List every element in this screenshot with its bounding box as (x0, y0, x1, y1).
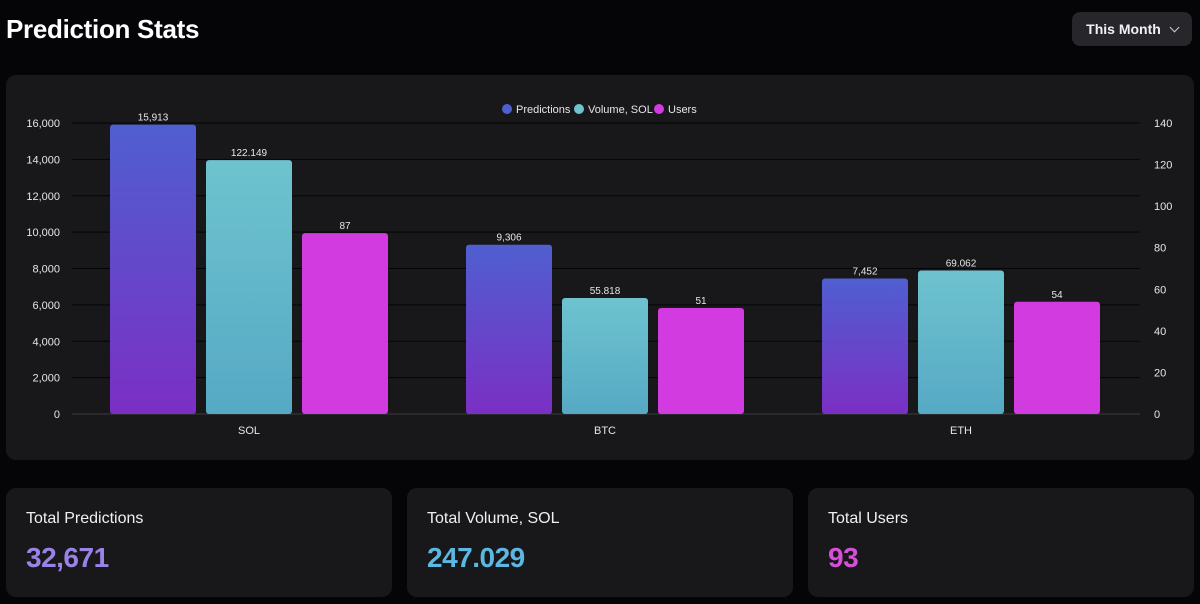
data-label: 122.149 (231, 148, 268, 159)
x-axis-tick-label: ETH (950, 425, 972, 437)
left-axis-tick-label: 6,000 (32, 300, 60, 312)
data-label: 69.062 (946, 258, 977, 269)
left-axis-tick-label: 14,000 (26, 154, 60, 166)
total-users-label: Total Users (828, 510, 909, 527)
left-axis-tick-label: 2,000 (32, 373, 60, 385)
legend-label: Predictions (516, 104, 571, 116)
bar-predictions-btc (466, 244, 552, 414)
data-label: 55.818 (590, 286, 621, 297)
data-label: 9,306 (496, 233, 521, 244)
left-axis-tick-label: 16,000 (26, 118, 60, 130)
left-axis-tick-label: 4,000 (32, 336, 60, 348)
data-label: 15,913 (138, 113, 169, 124)
bar-predictions-eth (822, 278, 908, 414)
data-label: 54 (1051, 290, 1063, 301)
right-axis-tick-label: 120 (1154, 160, 1172, 172)
bar-users-btc (658, 307, 744, 414)
legend-label: Volume, SOL (588, 104, 653, 116)
bar-predictions-sol (110, 124, 196, 415)
total-predictions-card: Total Predictions 32,671 (6, 488, 392, 597)
total-predictions-value: 32,671 (26, 542, 109, 573)
right-axis-tick-label: 40 (1154, 326, 1166, 338)
total-volume-card: Total Volume, SOL 247.029 (407, 488, 793, 597)
right-axis-tick-label: 60 (1154, 284, 1166, 296)
legend-label: Users (668, 104, 697, 116)
right-axis-tick-label: 100 (1154, 201, 1172, 213)
total-volume-value: 247.029 (427, 542, 525, 573)
left-axis-tick-label: 0 (54, 409, 60, 421)
bar-volume-sol-eth (918, 270, 1004, 414)
page-title: Prediction Stats (6, 14, 200, 44)
x-axis-tick-label: BTC (594, 425, 616, 437)
total-users-card: Total Users 93 (808, 488, 1194, 597)
left-axis-tick-label: 12,000 (26, 191, 60, 203)
legend-marker (574, 104, 584, 114)
bar-chart: Predictions Volume, SOL Users 15,913 122.14… (26, 104, 1172, 437)
period-dropdown[interactable]: This Month (1072, 12, 1192, 46)
right-axis-tick-label: 0 (1154, 409, 1160, 421)
legend-marker (502, 104, 512, 114)
right-axis-tick-label: 80 (1154, 243, 1166, 255)
chart-card: Predictions Volume, SOL Users 15,913 122.14… (6, 75, 1194, 460)
bar-users-eth (1014, 301, 1100, 414)
total-predictions-label: Total Predictions (26, 510, 144, 527)
total-volume-label: Total Volume, SOL (427, 510, 560, 527)
legend-marker (654, 104, 664, 114)
right-axis-tick-label: 20 (1154, 367, 1166, 379)
data-label: 51 (695, 296, 707, 307)
right-axis-tick-label: 140 (1154, 118, 1172, 130)
bar-users-sol (302, 233, 388, 414)
bar-volume-sol-sol (206, 160, 292, 414)
period-dropdown-label: This Month (1086, 21, 1161, 37)
total-users-value: 93 (828, 542, 859, 573)
bar-volume-sol-btc (562, 297, 648, 414)
data-label: 7,452 (852, 266, 877, 277)
data-label: 87 (339, 221, 351, 232)
chevron-down-icon (1169, 22, 1180, 32)
left-axis-tick-label: 10,000 (26, 227, 60, 239)
left-axis-tick-label: 8,000 (32, 264, 60, 276)
x-axis-tick-label: SOL (238, 425, 260, 437)
